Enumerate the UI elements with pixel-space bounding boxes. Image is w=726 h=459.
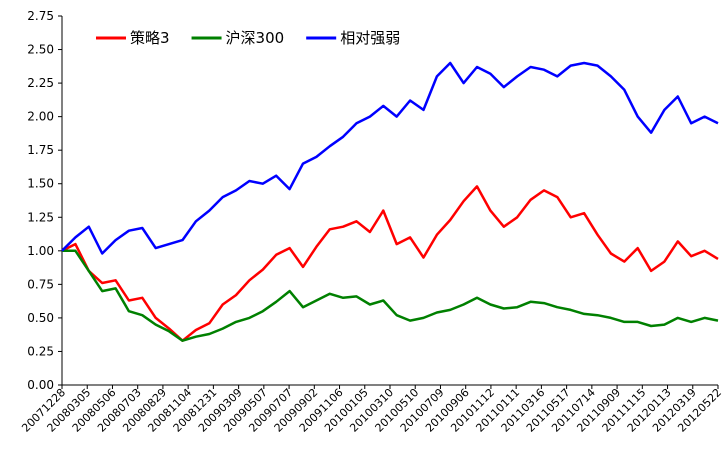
y-tick-label: 1.00 [27, 244, 54, 258]
y-tick-label: 1.25 [27, 210, 54, 224]
y-tick-label: 0.50 [27, 311, 54, 325]
series-line-1 [61, 185, 719, 342]
y-tick-label: 1.75 [27, 143, 54, 157]
legend-label-2: 沪深300 [226, 29, 285, 47]
axes: 0.00 0.25 0.50 0.75 1.00 1.25 1.50 1.75 2.00 2.25… [19, 9, 724, 435]
y-tick-label: 2.75 [27, 9, 54, 23]
y-tick-label: 0.25 [27, 344, 54, 358]
series-line-3 [61, 61, 719, 255]
y-tick-label: 0.00 [27, 378, 54, 392]
y-tick-label: 2.00 [27, 110, 54, 124]
legend: 策略3 沪深300 相对强弱 [96, 29, 400, 47]
series-line-2 [62, 249, 719, 342]
y-tick-label: 2.25 [27, 76, 54, 90]
y-tick-label: 1.50 [27, 177, 54, 191]
legend-label-3: 相对强弱 [340, 29, 400, 47]
y-tick-label: 2.50 [27, 43, 54, 57]
legend-label-1: 策略3 [130, 29, 170, 47]
plot-area [61, 61, 719, 342]
y-tick-label: 0.75 [27, 277, 54, 291]
